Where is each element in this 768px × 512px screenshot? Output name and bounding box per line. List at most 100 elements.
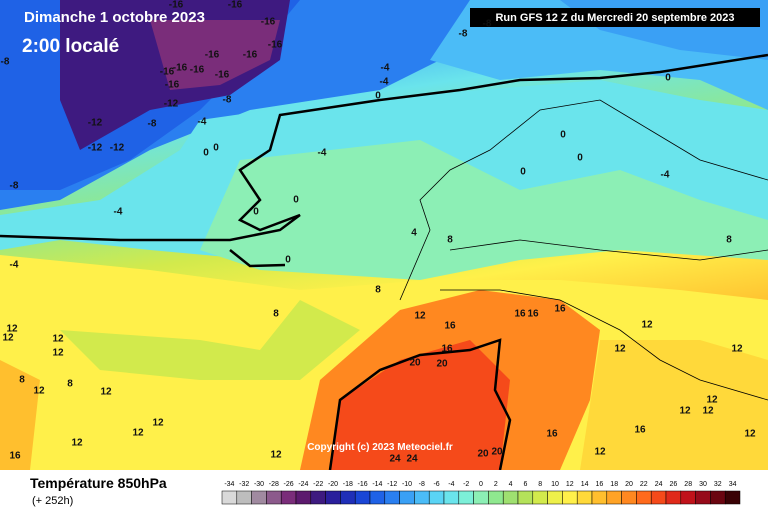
legend-swatch [473, 490, 489, 505]
legend-tick-label: -28 [269, 481, 279, 488]
legend-swatch [221, 490, 238, 505]
contour-label: -16 [243, 50, 258, 61]
contour-label: -16 [173, 63, 188, 74]
contour-label: -4 [380, 77, 389, 88]
contour-label: 12 [594, 447, 606, 458]
legend-tick-label: -24 [298, 481, 308, 488]
legend-tick-label: 32 [714, 481, 722, 488]
legend-swatch [636, 490, 652, 505]
legend-tick-label: 24 [655, 481, 663, 488]
contour-label: 24 [406, 454, 418, 465]
contour-label: 0 [285, 255, 291, 266]
contour-label: -12 [164, 99, 179, 110]
contour-label: 12 [679, 406, 691, 417]
contour-label: 16 [514, 309, 526, 320]
contour-label: -12 [110, 143, 125, 154]
footer-title: Température 850hPa [30, 475, 167, 491]
legend-tick-label: 14 [581, 481, 589, 488]
contour-label: -8 [148, 119, 157, 130]
contour-label: 12 [52, 348, 64, 359]
legend-swatch [340, 490, 356, 505]
contour-label: -4 [661, 170, 670, 181]
map-labels: -16 -16-8-8-8-16-16 -16-16-16-16 -16 -16-16-… [1, 0, 756, 465]
legend-tick-label: 6 [523, 481, 527, 488]
color-legend: -34 -32 -30 -28 -26 -24 -22 -20 -18 -16 -14 -12 -10-… [221, 481, 741, 505]
contour-label: 12 [6, 324, 18, 335]
contour-label: 0 [293, 195, 299, 206]
legend-swatch [310, 490, 326, 505]
contour-label: 0 [560, 130, 566, 141]
contour-label: 8 [375, 285, 381, 296]
contour-label: 24 [389, 454, 401, 465]
legend-swatch [295, 490, 312, 505]
legend-swatch [325, 490, 341, 505]
legend-swatch [369, 490, 386, 505]
legend-tick-label: 12 [566, 481, 574, 488]
legend-tick-label: 26 [670, 481, 678, 488]
legend-tick-label: -34 [224, 481, 234, 488]
contour-label: 8 [67, 379, 73, 390]
legend-swatch [251, 490, 267, 505]
contour-label: 12 [614, 344, 626, 355]
contour-label: 12 [71, 438, 83, 449]
contour-label: 16 [9, 451, 21, 462]
legend-tick-label: 20 [625, 481, 633, 488]
legend-swatch [414, 490, 430, 505]
contour-label: 0 [375, 91, 381, 102]
legend-tick-label: -26 [284, 481, 294, 488]
contour-label: 12 [2, 333, 14, 344]
contour-label: 20 [477, 449, 489, 460]
legend-swatch [384, 490, 400, 505]
legend-swatch [458, 490, 474, 505]
legend-swatch [695, 490, 711, 505]
contour-label: 12 [731, 344, 743, 355]
legend-swatch [547, 490, 563, 505]
legend-tick-label: 2 [494, 481, 498, 488]
legend-tick-label: -2 [463, 481, 469, 488]
footer-lead: (+ 252h) [32, 495, 73, 507]
run-box [470, 8, 760, 27]
legend-swatch [724, 490, 741, 505]
contour-label: -16 [165, 80, 180, 91]
legend-tick-label: -22 [313, 481, 323, 488]
contour-label: 16 [546, 429, 558, 440]
legend-tick-label: -4 [448, 481, 454, 488]
contour-label: -16 [190, 65, 205, 76]
contour-label: 0 [665, 73, 671, 84]
contour-label: 12 [152, 418, 164, 429]
contour-label: -8 [223, 95, 232, 106]
contour-label: -12 [88, 118, 103, 129]
legend-swatch [428, 490, 445, 505]
legend-swatch [280, 490, 297, 505]
contour-label: 12 [100, 387, 112, 398]
legend-tick-label: 18 [610, 481, 618, 488]
contour-label: -16 [268, 40, 283, 51]
legend-swatch [532, 490, 548, 505]
contour-label: -8 [1, 57, 10, 68]
map-time: 2:00 localé [22, 36, 119, 57]
contour-label: 12 [33, 386, 45, 397]
map-date: Dimanche 1 octobre 2023 [24, 9, 205, 26]
contour-label: 16 [444, 321, 456, 332]
legend-swatch [665, 490, 682, 505]
legend-swatch [399, 490, 415, 505]
legend-swatch [443, 490, 460, 505]
legend-swatch [591, 490, 608, 505]
legend-swatch [680, 490, 696, 505]
legend-swatch [576, 490, 593, 505]
contour-label: 0 [577, 153, 583, 164]
contour-label: 8 [273, 309, 279, 320]
contour-label: -4 [381, 63, 390, 74]
contour-label: 20 [491, 447, 503, 458]
legend-tick-label: 30 [699, 481, 707, 488]
contour-label: -16 [228, 0, 243, 11]
contour-label: 16 [554, 304, 566, 315]
legend-swatch [236, 490, 252, 505]
legend-tick-label: -30 [254, 481, 264, 488]
contour-label: 0 [253, 207, 259, 218]
legend-tick-label: 22 [640, 481, 648, 488]
contour-label: -8 [459, 29, 468, 40]
contour-label: 8 [447, 235, 453, 246]
